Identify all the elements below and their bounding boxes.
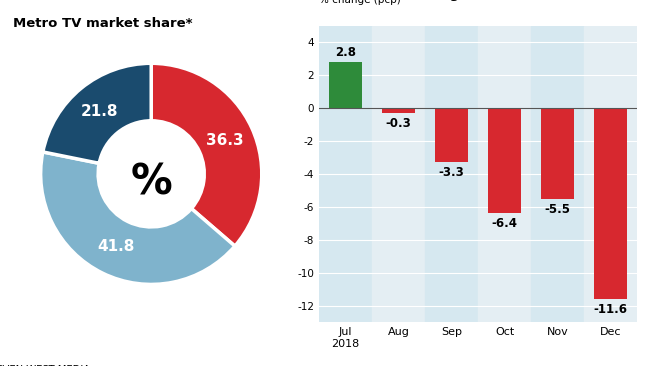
Text: -5.5: -5.5	[545, 203, 571, 216]
Bar	[488, 108, 521, 213]
Text: Metro TV market share*: Metro TV market share*	[13, 17, 192, 30]
Bar	[435, 108, 468, 163]
Bar	[531, 26, 584, 322]
Text: -0.3: -0.3	[385, 117, 411, 130]
Bar	[382, 108, 415, 113]
Text: 36.3: 36.3	[206, 132, 243, 147]
Bar	[425, 26, 478, 322]
Bar	[319, 26, 372, 322]
Text: -3.3: -3.3	[439, 167, 465, 179]
Text: -6.4: -6.4	[491, 217, 517, 231]
Text: 21.8: 21.8	[81, 104, 118, 119]
Text: 2.8: 2.8	[335, 46, 356, 59]
Text: % change (pcp): % change (pcp)	[319, 0, 401, 5]
Text: -11.6: -11.6	[593, 303, 627, 316]
Bar	[329, 62, 362, 108]
Text: %: %	[131, 162, 172, 204]
Wedge shape	[43, 63, 151, 163]
Bar	[541, 108, 574, 198]
Bar	[372, 26, 425, 322]
Bar	[594, 108, 627, 299]
Wedge shape	[41, 152, 235, 284]
Text: 41.8: 41.8	[98, 239, 135, 254]
Bar	[478, 26, 531, 322]
Bar	[584, 26, 637, 322]
Text: Metro TV market growth: Metro TV market growth	[319, 0, 503, 1]
Wedge shape	[151, 63, 262, 246]
